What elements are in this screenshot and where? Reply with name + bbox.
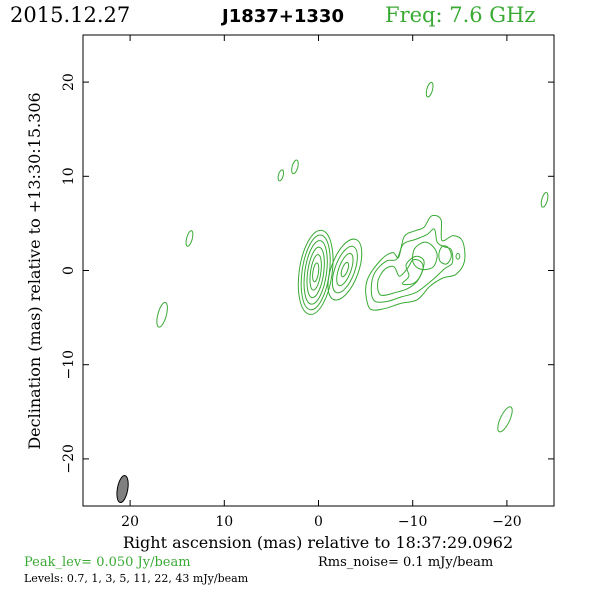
jet-contour (412, 241, 438, 271)
y-tick-label: −10 (61, 350, 77, 380)
x-tick-label: −10 (398, 514, 428, 530)
frequency-label: Freq: 7.6 GHz (385, 3, 535, 27)
contour-island (156, 301, 168, 328)
contour-island (277, 169, 285, 182)
x-tick-label: 20 (121, 514, 139, 530)
contour-island (497, 406, 513, 433)
jet-contour (438, 245, 452, 265)
x-tick-label: 10 (215, 514, 233, 530)
beam-shape (116, 475, 129, 504)
contour-island (185, 230, 194, 247)
core-contour (306, 246, 325, 299)
core-contour (300, 234, 331, 311)
jet-contour (370, 228, 454, 303)
y-tick-label: 10 (61, 167, 77, 185)
x-tick-label: 0 (314, 514, 323, 530)
x-tick-labels: 20 10 0 −10 −20 (121, 514, 521, 530)
jet-contour (401, 255, 425, 286)
x-axis-label: Right ascension (mas) relative to 18:37:… (123, 533, 513, 552)
x-tick-label: −20 (492, 514, 522, 530)
contour-island (540, 192, 549, 208)
contour-island (291, 159, 299, 175)
y-tick-label: −20 (61, 444, 77, 474)
y-axis-label: Declination (mas) relative to +13:30:15.… (25, 92, 44, 449)
core-contour (312, 262, 320, 283)
knot-contour (340, 261, 350, 278)
source-name: J1837+1330 (220, 6, 344, 27)
contour-levels: Levels: 0.7, 1, 3, 5, 11, 22, 43 mJy/bea… (24, 572, 249, 585)
peak-level: Peak_lev= 0.050 Jy/beam (24, 555, 191, 570)
y-tick-labels: 20 10 0 −10 −20 (61, 73, 77, 473)
core-contour (309, 254, 322, 291)
jet-contour (377, 259, 424, 296)
core-contour (303, 240, 328, 305)
contour-island (425, 81, 434, 98)
knot-contour (336, 252, 354, 287)
knot-contour (331, 245, 358, 294)
contour-layer (156, 81, 549, 433)
beam-ellipse (116, 475, 129, 504)
axis-ticks (83, 35, 554, 506)
contour-island (455, 253, 461, 260)
knot-contour (327, 238, 363, 301)
core-contour (297, 229, 334, 315)
observation-date: 2015.12.27 (10, 3, 130, 27)
jet-contour (365, 214, 466, 311)
rms-noise: Rms_noise= 0.1 mJy/beam (318, 555, 493, 570)
y-tick-label: 0 (61, 266, 77, 275)
y-tick-label: 20 (61, 73, 77, 91)
